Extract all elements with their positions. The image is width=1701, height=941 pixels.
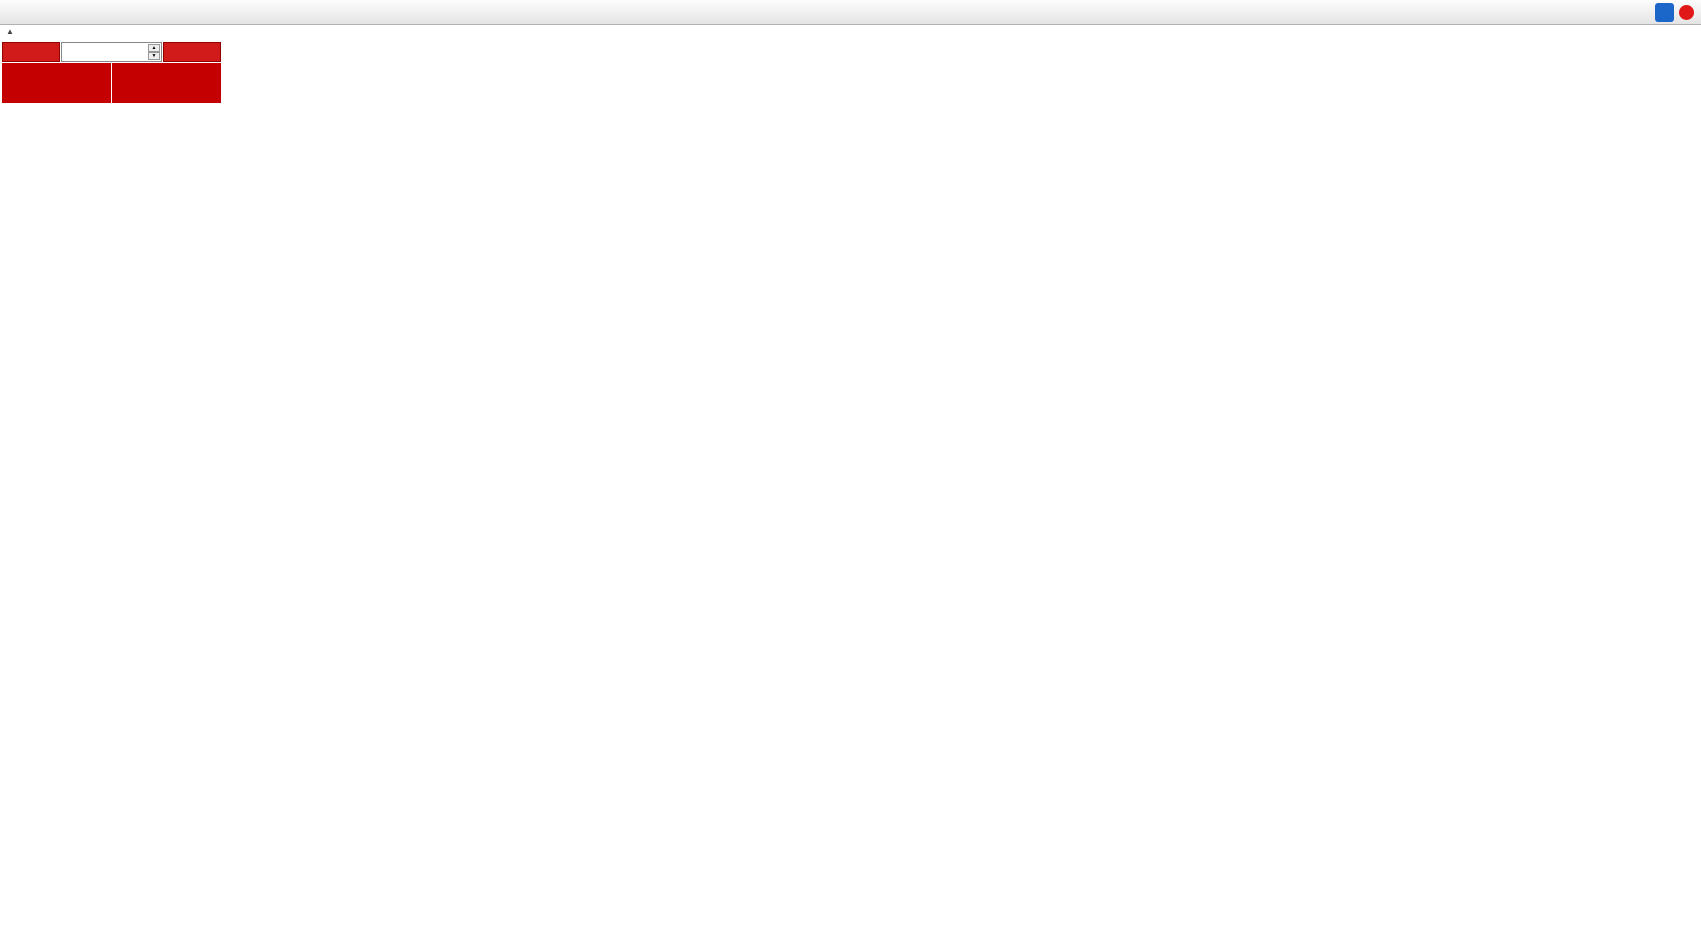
buy-button[interactable] [163,42,221,62]
volume-decrease-button[interactable]: ▼ [148,52,160,60]
volume-spinner: ▲ ▼ [148,43,160,61]
main-toolbar [0,0,1701,25]
notification-badge[interactable] [1679,4,1694,20]
toolbar-right [1655,2,1698,22]
rsi-label [6,758,10,769]
volume-input[interactable]: ▲ ▼ [61,42,162,62]
chart-title-icon: ▲ [6,27,14,36]
search-icon[interactable] [1655,2,1674,22]
macd-label [6,601,14,612]
sell-button[interactable] [2,42,60,62]
volume-increase-button[interactable]: ▲ [148,44,160,52]
one-click-trading-panel: ▲ ▼ [2,42,221,103]
buy-price[interactable] [112,63,221,103]
sell-price[interactable] [2,63,111,103]
chart-title: ▲ [6,27,24,36]
